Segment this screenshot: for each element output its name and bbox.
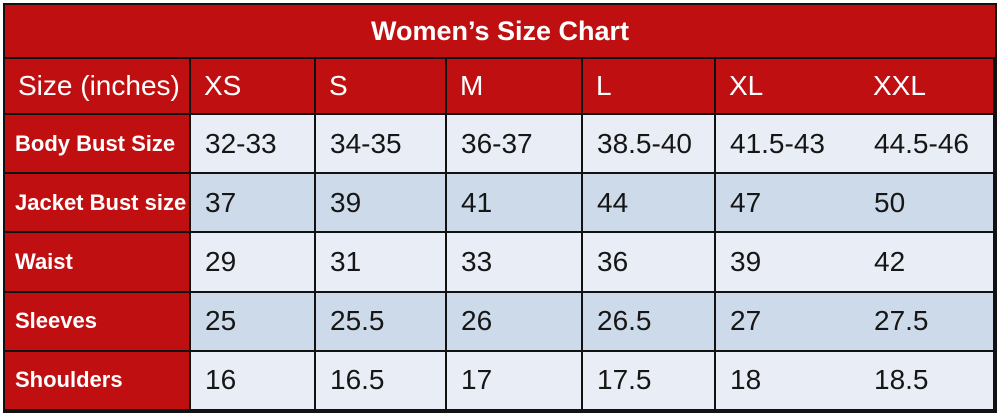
data-cell: 41.5-43	[716, 115, 860, 175]
column-header-xxl: XXL	[860, 59, 995, 115]
data-cell: 27.5	[860, 292, 995, 352]
data-cell: 31	[316, 233, 447, 293]
column-header-l: L	[583, 59, 716, 115]
data-cell: 42	[860, 233, 995, 293]
column-header-m: M	[447, 59, 583, 115]
size-chart-table: Women’s Size Chart Size (inches) XS S M …	[3, 3, 997, 413]
data-cell: 18.5	[860, 351, 995, 411]
data-cell: 29	[191, 233, 316, 293]
row-label-body-bust: Body Bust Size	[5, 115, 191, 175]
data-cell: 33	[447, 233, 583, 293]
data-cell: 25	[191, 292, 316, 352]
row-label-shoulders: Shoulders	[5, 351, 191, 411]
data-cell: 44	[583, 174, 716, 234]
column-header-xl: XL	[716, 59, 860, 115]
data-cell: 38.5-40	[583, 115, 716, 175]
data-cell: 36	[583, 233, 716, 293]
column-header-s: S	[316, 59, 447, 115]
data-cell: 39	[716, 233, 860, 293]
data-cell: 27	[716, 292, 860, 352]
data-cell: 39	[316, 174, 447, 234]
data-cell: 26	[447, 292, 583, 352]
table-title: Women’s Size Chart	[5, 5, 995, 59]
data-cell: 32-33	[191, 115, 316, 175]
data-cell: 16	[191, 351, 316, 411]
column-header-size: Size (inches)	[5, 59, 191, 115]
data-cell: 16.5	[316, 351, 447, 411]
size-chart: Women’s Size Chart Size (inches) XS S M …	[3, 3, 997, 413]
column-header-xs: XS	[191, 59, 316, 115]
data-cell: 37	[191, 174, 316, 234]
data-cell: 18	[716, 351, 860, 411]
row-label-sleeves: Sleeves	[5, 292, 191, 352]
row-label-jacket-bust: Jacket Bust size	[5, 174, 191, 234]
data-cell: 41	[447, 174, 583, 234]
data-cell: 34-35	[316, 115, 447, 175]
data-cell: 50	[860, 174, 995, 234]
data-cell: 26.5	[583, 292, 716, 352]
row-label-waist: Waist	[5, 233, 191, 293]
data-cell: 17	[447, 351, 583, 411]
data-cell: 36-37	[447, 115, 583, 175]
data-cell: 17.5	[583, 351, 716, 411]
data-cell: 47	[716, 174, 860, 234]
data-cell: 25.5	[316, 292, 447, 352]
data-cell: 44.5-46	[860, 115, 995, 175]
